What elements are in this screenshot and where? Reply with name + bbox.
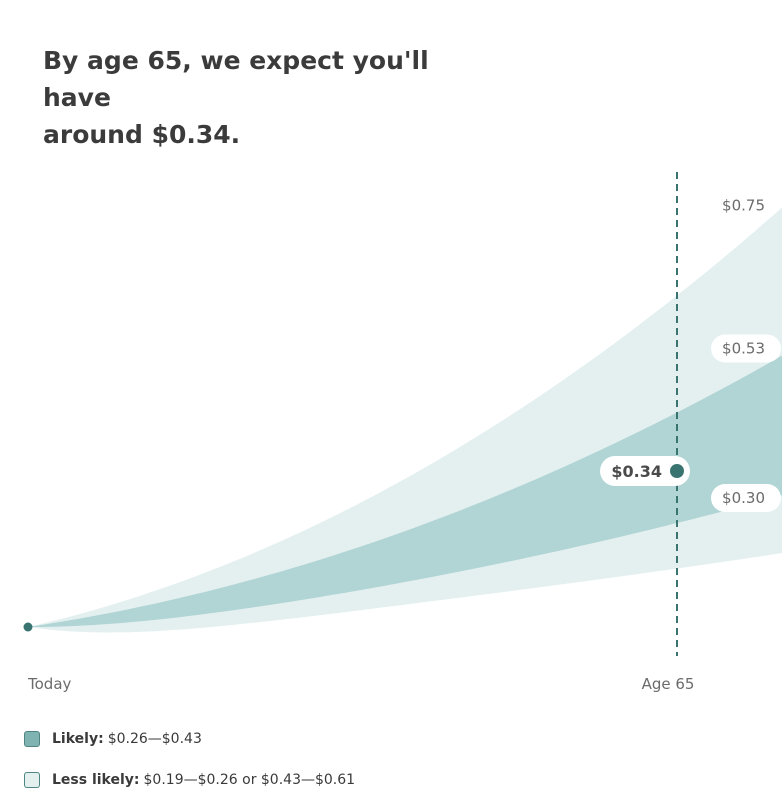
legend-item-likely: Likely: $0.26—$0.43 xyxy=(24,728,355,750)
x-label-today: Today xyxy=(27,675,72,693)
headline-line-1: By age 65, we expect you'll have xyxy=(43,46,429,112)
less-likely-swatch xyxy=(24,772,40,788)
headline-line-2: around $0.34. xyxy=(43,120,241,149)
legend-item-less-likely: Less likely: $0.19—$0.26 or $0.43—$0.61 xyxy=(24,769,355,791)
legend-likely-range: $0.26—$0.43 xyxy=(107,731,202,747)
legend-less-likely-label: Less likely: xyxy=(52,772,140,788)
x-label-age-65: Age 65 xyxy=(642,675,695,693)
projection-chart: $0.75 $0.53 $0.30 $0.34 Today Age 65 xyxy=(23,172,782,693)
edge-label-low: $0.30 xyxy=(722,489,765,507)
likely-swatch xyxy=(24,731,40,747)
marker-point xyxy=(670,464,684,478)
edge-label-mid-background xyxy=(711,334,781,363)
marker-value-background xyxy=(600,456,690,486)
legend-less-likely-range: $0.19—$0.26 or $0.43—$0.61 xyxy=(143,772,356,788)
headline: By age 65, we expect you'll have around … xyxy=(43,42,483,153)
marker-value-label: $0.34 xyxy=(611,462,662,481)
edge-label-low-background xyxy=(711,484,781,512)
legend-likely-label: Likely: xyxy=(52,731,104,747)
likely-band xyxy=(28,355,782,627)
edge-label-mid: $0.53 xyxy=(722,340,765,358)
start-point xyxy=(23,622,33,632)
edge-label-top: $0.75 xyxy=(722,197,765,215)
legend: Likely: $0.26—$0.43 Less likely: $0.19—$… xyxy=(24,728,355,810)
